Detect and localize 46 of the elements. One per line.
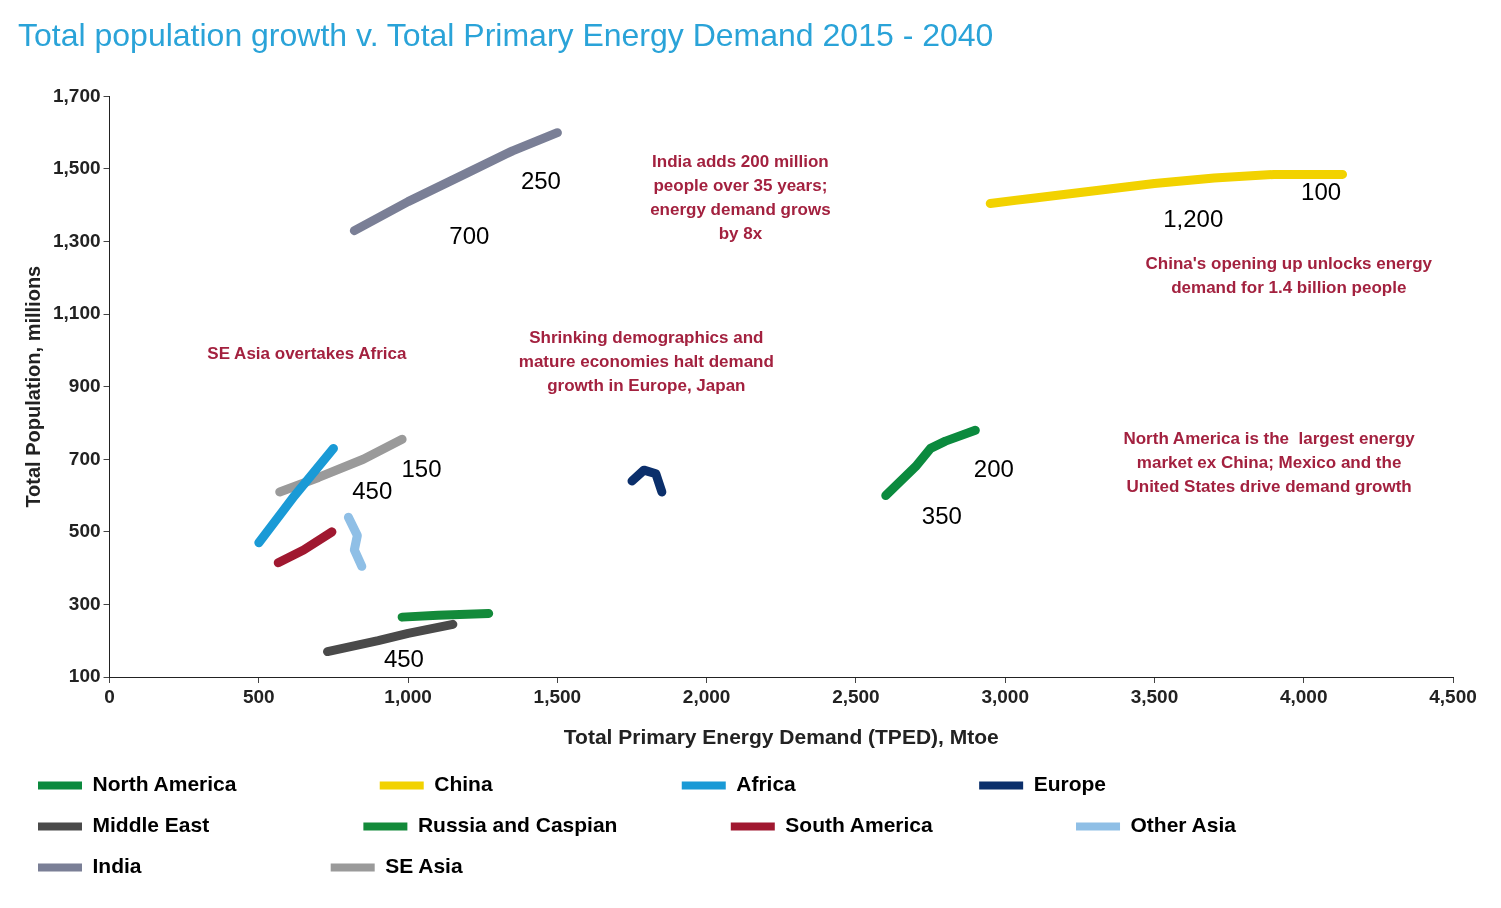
legend-label: North America [92,772,359,796]
legend-label: India [92,854,311,878]
x-tick-label: 0 [104,685,115,707]
y-tick-label: 1,300 [53,229,101,251]
x-tick-label: 1,000 [384,685,432,707]
y-tick-label: 700 [68,447,101,469]
y-tick-label: 1,500 [53,157,101,179]
x-tick-label: 2,500 [832,685,880,707]
x-tick-label: 4,000 [1279,685,1328,707]
annotation: 450 [352,476,393,504]
y-tick-label: 1,100 [53,302,101,324]
annotation: 700 [449,221,490,249]
legend-label: Africa [736,772,960,796]
annotation: 350 [921,502,962,530]
x-tick-label: 500 [242,685,275,707]
x-tick-label: 1,500 [533,685,582,707]
legend-label: South America [785,813,1056,837]
y-tick-label: 500 [68,520,101,542]
annotation: China's opening up unlocks energy demand for 1.4 billion people [1145,253,1433,297]
legend-label: Middle East [92,813,344,837]
legend-label: China [434,772,662,796]
legend-label: Europe [1033,772,1270,796]
y-tick-label: 900 [68,374,101,396]
x-tick-label: 4,500 [1429,685,1477,707]
legend-label: Russia and Caspian [417,813,711,837]
annotation: India adds 200 million people over 35 years; energy demand grows by 8x [650,151,831,243]
x-tick-label: 3,000 [981,685,1029,707]
y-axis-title: Total Population, millions [21,265,44,508]
annotation: Shrinking demographics and mature economies halt demand growth in Europe, Japan [518,328,774,396]
annotation: 200 [973,455,1014,483]
legend-label: Other Asia [1130,813,1376,837]
x-tick-label: 3,500 [1130,685,1179,707]
annotation: SE Asia overtakes Africa [207,344,407,364]
annotation: 1,200 [1163,205,1224,233]
annotation: 150 [401,455,442,483]
x-tick-label: 2,000 [682,685,731,707]
y-tick-label: 300 [68,592,101,614]
chart-title: Total population growth v. Total Primary Energy Demand 2015 - 2040 [18,17,994,54]
y-tick-label: 100 [68,665,101,687]
annotation: 100 [1301,177,1342,205]
annotation: 250 [520,167,561,195]
y-tick-label: 1,700 [53,84,101,106]
legend-label: SE Asia [385,854,621,878]
annotation: 450 [383,645,424,673]
x-axis-title: Total Primary Energy Demand (TPED), Mtoe [563,725,999,749]
annotation: North America is the largest energy market ex China; Mexico and the United States drive demand growth [1123,428,1416,496]
